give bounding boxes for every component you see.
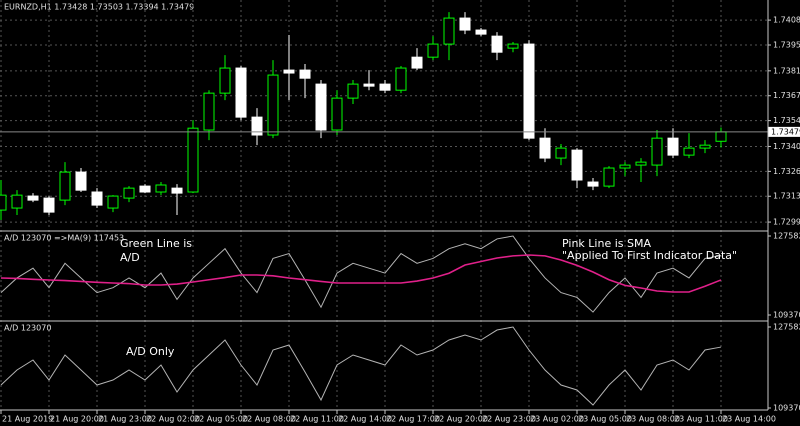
- candle-body: [683, 147, 695, 156]
- annotation: A/D Only: [126, 345, 175, 358]
- candle-body: [443, 17, 455, 45]
- x-tick-label: 22 Aug 20:00: [434, 415, 488, 424]
- candle-body: [315, 83, 327, 131]
- candle-body: [123, 187, 135, 199]
- y-tick-label: 1.73130: [773, 192, 800, 201]
- candle-body: [667, 137, 679, 156]
- candle-body: [75, 171, 87, 191]
- x-tick-label: 22 Aug 14:00: [338, 415, 392, 424]
- y-tick-label: 109370: [773, 403, 800, 412]
- x-tick-label: 23 Aug 14:00: [722, 415, 776, 424]
- candle-body: [43, 197, 55, 213]
- candle-body: [11, 194, 23, 209]
- candle-body: [427, 43, 439, 58]
- x-tick-label: 23 Aug 08:00: [626, 415, 680, 424]
- candle-body: [267, 74, 279, 136]
- pane-title: A/D 123070: [4, 324, 51, 333]
- candle-body: [331, 97, 343, 131]
- candle-body: [0, 194, 7, 211]
- series-line: [0, 326, 722, 406]
- annotation: "Applied To First Indicator Data": [562, 249, 737, 262]
- candle-body: [411, 56, 423, 69]
- candle-body: [299, 69, 311, 79]
- pane-title: A/D 123070 =>MA(9) 117453: [4, 234, 124, 243]
- y-tick-label: 109370: [773, 310, 800, 319]
- candle-body: [651, 137, 663, 166]
- x-tick-label: 21 Aug 20:00: [50, 415, 104, 424]
- candle-body: [171, 187, 183, 194]
- y-tick-label: 1.73675: [773, 91, 800, 100]
- candle-body: [491, 35, 503, 53]
- y-tick-label: 1.73950: [773, 41, 800, 50]
- x-tick-label: 22 Aug 08:00: [242, 415, 296, 424]
- x-tick-label: 22 Aug 11:00: [290, 415, 344, 424]
- y-tick-label: 1.74085: [773, 16, 800, 25]
- candle-body: [635, 161, 647, 166]
- candle-body: [395, 67, 407, 91]
- x-tick-label: 22 Aug 05:00: [194, 415, 248, 424]
- x-tick-label: 23 Aug 05:00: [578, 415, 632, 424]
- candle-body: [459, 17, 471, 31]
- annotation: A/D: [120, 251, 140, 264]
- annotation: Pink Line is SMA: [562, 237, 651, 250]
- candle-body: [507, 43, 519, 49]
- current-price-box: [768, 126, 800, 137]
- x-tick-label: 23 Aug 11:00: [674, 415, 728, 424]
- candle-body: [203, 92, 215, 131]
- candle-body: [571, 149, 583, 181]
- y-tick-label: 1.73810: [773, 66, 800, 75]
- candle-body: [379, 83, 391, 91]
- candle-body: [219, 67, 231, 94]
- candle-body: [363, 83, 375, 87]
- candle-body: [283, 69, 295, 74]
- candle-body: [155, 184, 167, 193]
- candle-body: [587, 181, 599, 187]
- candle-body: [139, 185, 151, 193]
- x-tick-label: 21 Aug 23:00: [98, 415, 152, 424]
- y-tick-label: 127582: [773, 231, 800, 240]
- x-tick-label: 23 Aug 02:00: [530, 415, 584, 424]
- candle-body: [475, 29, 487, 35]
- candle-body: [619, 164, 631, 169]
- y-tick-label: 1.73540: [773, 116, 800, 125]
- candle-body: [347, 83, 359, 99]
- candle-body: [715, 131, 727, 142]
- candle-body: [187, 127, 199, 193]
- candle-body: [235, 67, 247, 118]
- chart-title: EURNZD,H1 1.73428 1.73503 1.73394 1.7347…: [4, 3, 194, 12]
- series-line: [0, 254, 722, 293]
- candle-body: [27, 195, 39, 201]
- candle-body: [251, 116, 263, 136]
- y-tick-label: 1.73265: [773, 167, 800, 176]
- candle-body: [603, 167, 615, 187]
- x-tick-label: 21 Aug 2019: [2, 415, 53, 424]
- candle-body: [59, 171, 71, 201]
- candle-body: [539, 137, 551, 159]
- y-tick-label: 1.73400: [773, 142, 800, 151]
- candle-body: [555, 147, 567, 159]
- x-tick-label: 22 Aug 02:00: [146, 415, 200, 424]
- y-tick-label: 1.72990: [773, 218, 800, 227]
- current-price-label: 1.73479: [771, 127, 800, 136]
- annotation: Green Line is: [120, 237, 192, 250]
- y-tick-label: 127582: [773, 322, 800, 331]
- candle-body: [523, 43, 535, 139]
- x-tick-label: 22 Aug 17:00: [386, 415, 440, 424]
- x-tick-label: 22 Aug 23:00: [482, 415, 536, 424]
- candle-body: [91, 191, 103, 206]
- candle-body: [699, 144, 711, 149]
- candle-body: [107, 195, 119, 209]
